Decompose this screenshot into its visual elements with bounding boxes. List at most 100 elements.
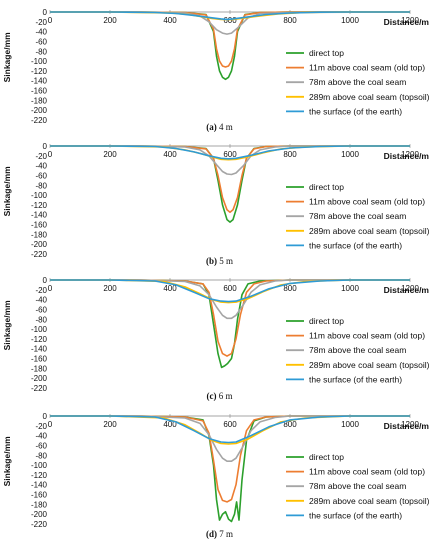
series-line-1 xyxy=(50,415,410,503)
legend-label-4: the surface (of the earth) xyxy=(309,374,402,384)
y-tick-label: -40 xyxy=(35,28,47,37)
x-tick-label: 1000 xyxy=(341,16,359,25)
y-tick-label: -200 xyxy=(31,510,48,519)
caption-text: 4 m xyxy=(217,122,233,132)
y-tick-label: -160 xyxy=(31,491,48,500)
y-axis-label: Sinkage/mm xyxy=(2,436,12,487)
caption-text: 7 m xyxy=(217,529,233,539)
y-tick-label: -40 xyxy=(35,296,47,305)
x-tick-label: 600 xyxy=(223,420,237,429)
series-line-2 xyxy=(50,11,411,35)
x-tick-label: 200 xyxy=(103,150,117,159)
caption-letter: (b) xyxy=(206,256,217,266)
x-tick-label: 600 xyxy=(223,16,237,25)
y-tick-label: -220 xyxy=(31,250,48,259)
y-tick-label: -60 xyxy=(35,305,47,314)
x-axis-label: Distance/m xyxy=(384,285,430,295)
legend-label-2: 78m above the coal seam xyxy=(309,345,406,355)
legend-label-4: the surface (of the earth) xyxy=(309,240,402,250)
x-tick-label: 0 xyxy=(48,150,53,159)
x-axis-label: Distance/m xyxy=(384,151,430,161)
x-tick-label: 1200 xyxy=(401,16,419,25)
x-tick-label: 0 xyxy=(48,284,53,293)
series-line-4 xyxy=(50,279,410,303)
y-tick-label: -20 xyxy=(35,422,47,431)
legend-label-0: direct top xyxy=(309,182,344,192)
y-tick-label: -40 xyxy=(35,432,47,441)
y-tick-label: -60 xyxy=(35,37,47,46)
y-tick-label: -100 xyxy=(31,325,48,334)
y-tick-label: -80 xyxy=(35,451,47,460)
panel-caption: (d) 7 m xyxy=(206,529,233,539)
caption-text: 5 m xyxy=(217,256,233,266)
y-tick-label: -180 xyxy=(31,500,48,509)
y-tick-label: -80 xyxy=(35,315,47,324)
series-line-1 xyxy=(50,11,410,68)
y-tick-label: -180 xyxy=(31,230,48,239)
y-tick-label: -160 xyxy=(31,221,48,230)
series-line-4 xyxy=(50,415,410,444)
y-axis-label: Sinkage/mm xyxy=(2,166,12,217)
y-tick-label: -200 xyxy=(31,240,48,249)
x-tick-label: 1000 xyxy=(341,284,359,293)
legend-label-1: 11m above coal seam (old top) xyxy=(309,197,425,207)
series-line-2 xyxy=(50,279,410,320)
y-tick-label: 0 xyxy=(43,412,48,421)
y-tick-label: -200 xyxy=(31,106,48,115)
y-tick-label: 0 xyxy=(43,8,48,17)
x-tick-label: 600 xyxy=(223,150,237,159)
legend-label-3: 289m above coal seam (topsoil) xyxy=(309,496,430,506)
y-axis-label: Sinkage/mm xyxy=(2,300,12,351)
y-tick-label: -120 xyxy=(31,471,48,480)
legend-label-0: direct top xyxy=(309,316,344,326)
y-tick-label: -60 xyxy=(35,171,47,180)
x-axis-label: Distance/m xyxy=(384,421,430,431)
legend-label-1: 11m above coal seam (old top) xyxy=(309,331,425,341)
y-tick-label: -160 xyxy=(31,355,48,364)
y-tick-label: -180 xyxy=(31,96,48,105)
x-tick-label: 800 xyxy=(283,420,297,429)
y-tick-label: -80 xyxy=(35,47,47,56)
x-tick-label: 200 xyxy=(103,16,117,25)
y-tick-label: -140 xyxy=(31,211,48,220)
x-axis-label: Distance/m xyxy=(384,17,430,27)
legend-label-0: direct top xyxy=(309,452,344,462)
x-tick-label: 0 xyxy=(48,420,53,429)
series-line-2 xyxy=(50,415,410,462)
series-line-2 xyxy=(50,145,410,176)
y-tick-label: -120 xyxy=(31,335,48,344)
series-line-1 xyxy=(50,279,410,357)
series-line-1 xyxy=(50,145,410,214)
legend-label-3: 289m above coal seam (topsoil) xyxy=(309,226,430,236)
y-tick-label: -40 xyxy=(35,162,47,171)
legend-label-2: 78m above the coal seam xyxy=(309,481,406,491)
chart-panel-3: 0-20-40-60-80-100-120-140-160-180-200-22… xyxy=(2,412,430,539)
y-tick-label: -60 xyxy=(35,441,47,450)
y-tick-label: -100 xyxy=(31,461,48,470)
panel-caption: (a) 4 m xyxy=(206,122,233,132)
y-tick-label: -80 xyxy=(35,181,47,190)
legend-label-3: 289m above coal seam (topsoil) xyxy=(309,92,430,102)
x-tick-label: 0 xyxy=(48,16,53,25)
y-axis-label: Sinkage/mm xyxy=(2,32,12,83)
x-tick-label: 1000 xyxy=(341,150,359,159)
y-tick-label: -100 xyxy=(31,57,48,66)
caption-letter: (d) xyxy=(206,529,217,539)
x-tick-label: 400 xyxy=(163,150,177,159)
legend-label-1: 11m above coal seam (old top) xyxy=(309,467,425,477)
legend-label-4: the surface (of the earth) xyxy=(309,510,402,520)
x-tick-label: 1000 xyxy=(341,420,359,429)
x-tick-label: 200 xyxy=(103,420,117,429)
y-tick-label: 0 xyxy=(43,142,48,151)
series-line-4 xyxy=(50,145,410,160)
x-tick-label: 200 xyxy=(103,284,117,293)
y-tick-label: -140 xyxy=(31,345,48,354)
y-tick-label: -220 xyxy=(31,520,48,529)
x-tick-label: 800 xyxy=(283,284,297,293)
x-tick-label: 1200 xyxy=(401,284,419,293)
x-tick-label: 400 xyxy=(163,16,177,25)
y-tick-label: -220 xyxy=(31,116,48,125)
y-tick-label: -180 xyxy=(31,364,48,373)
y-tick-label: -120 xyxy=(31,67,48,76)
